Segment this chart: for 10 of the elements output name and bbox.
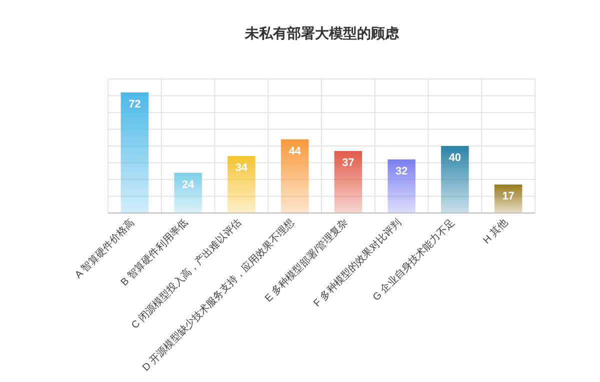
data-label: 32 [395, 165, 408, 178]
data-label: 17 [502, 190, 514, 203]
data-label: 24 [182, 178, 196, 191]
data-label: 37 [342, 157, 354, 170]
data-label: 34 [235, 162, 248, 174]
data-label: 40 [448, 152, 462, 164]
data-label: 44 [288, 145, 302, 158]
x-tick-label: H 其他 [480, 216, 510, 246]
data-label: 72 [128, 98, 141, 110]
chart-title: 未私有部署大模型的顾虑 [244, 25, 400, 41]
